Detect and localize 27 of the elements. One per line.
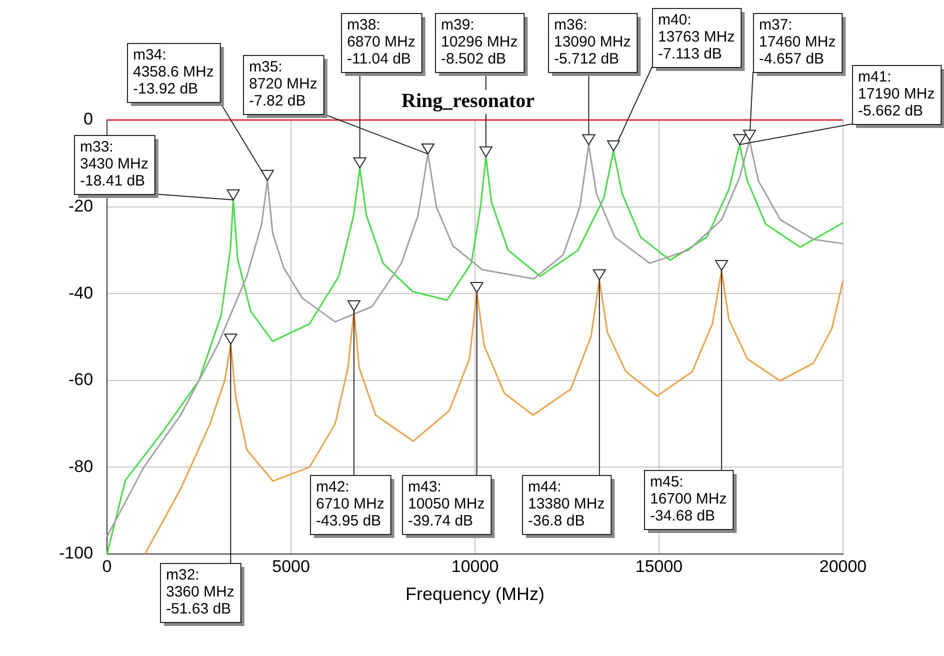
y-tick-label: -100 <box>58 544 94 563</box>
chart-title: Ring_resonator <box>402 90 535 112</box>
annotation: m34: 4358.6 MHz -13.92 dB <box>133 46 214 98</box>
annotation: m35: 8720 MHz -7.82 dB <box>249 58 318 110</box>
annotation: m32: 3360 MHz -51.63 dB <box>166 566 234 618</box>
x-tick-label: 0 <box>102 556 112 576</box>
annotation: m43: 10050 MHz -39.74 dB <box>408 478 485 530</box>
x-tick-label: 10000 <box>451 556 499 576</box>
annotation: m38: 6870 MHz -11.04 dB <box>347 16 416 68</box>
y-tick-label: -40 <box>68 283 94 302</box>
x-tick-label: 5000 <box>272 556 310 576</box>
annotation: m42: 6710 MHz -43.95 dB <box>316 478 384 530</box>
y-tick-label: -80 <box>68 456 94 476</box>
x-tick-label: 20000 <box>819 556 867 576</box>
y-tick-label: -60 <box>68 370 94 390</box>
y-tick-label: -20 <box>68 196 94 216</box>
annotation: m44: 13380 MHz -36.8 dB <box>528 478 605 530</box>
annotation: m40: 13763 MHz -7.113 dB <box>658 12 735 63</box>
x-tick-label: 15000 <box>635 556 683 576</box>
annotation: m39: 10296 MHz -8.502 dB <box>441 16 518 68</box>
annotation: m37: 17460 MHz -4.657 dB <box>759 16 836 68</box>
y-tick-label: 0 <box>84 110 94 129</box>
x-axis-title: Frequency (MHz) <box>405 584 545 604</box>
annotation: m45: 16700 MHz -34.68 dB <box>650 474 727 525</box>
annotation: m41: 17190 MHz -5.662 dB <box>858 68 935 120</box>
annotation: m36: 13090 MHz -5.712 dB <box>554 16 631 68</box>
annotation: m33: 3430 MHz -18.41 dB <box>80 138 148 190</box>
